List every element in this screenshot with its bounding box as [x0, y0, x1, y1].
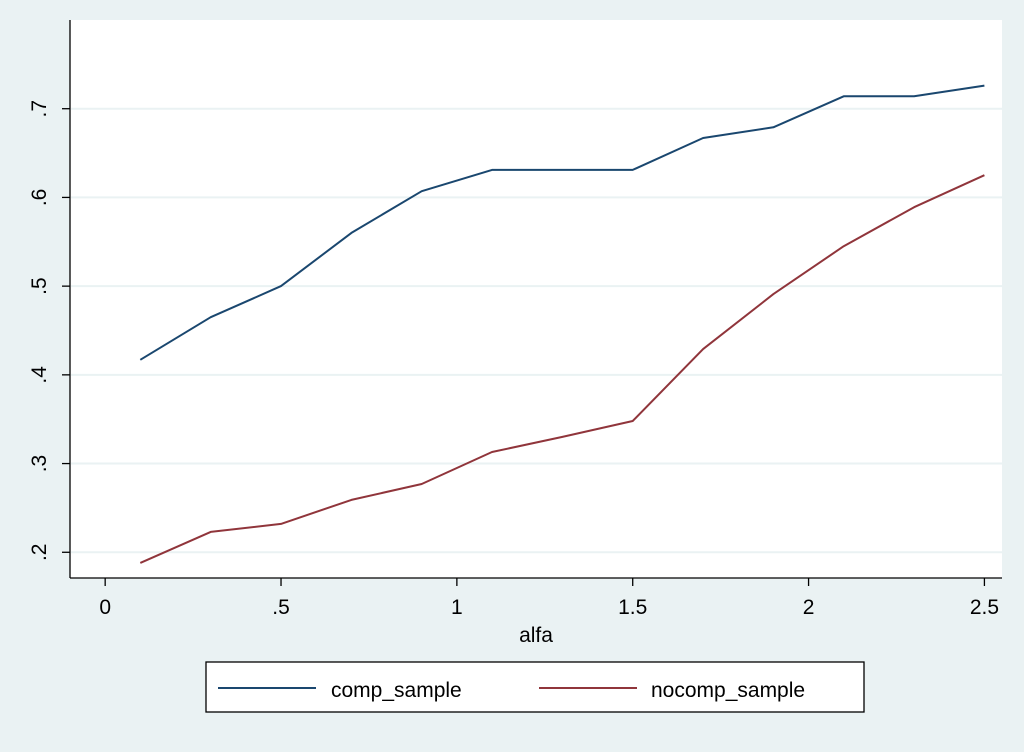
x-tick-label: 0: [99, 596, 111, 619]
y-ticks: .2 .3 .4 .5 .6 .7: [28, 100, 70, 561]
series-line-comp_sample: [139, 84, 985, 361]
x-ticks: 0 .5 1 1.5 2 2.5: [99, 578, 999, 619]
y-tick-label: .2: [28, 544, 51, 562]
y-tick-label: .6: [28, 189, 51, 207]
legend: comp_sample nocomp_sample: [205, 661, 865, 713]
series-lines: [139, 84, 985, 564]
x-tick-label: 2.5: [970, 596, 999, 619]
x-tick-label: 1.5: [618, 596, 647, 619]
x-tick-label: .5: [272, 596, 290, 619]
series-line-nocomp_sample: [139, 174, 985, 564]
x-tick-label: 1: [451, 596, 463, 619]
y-tick-label: .7: [28, 100, 51, 118]
gridlines: [71, 107, 1002, 554]
plot-area: [70, 20, 1002, 578]
x-axis-label: alfa: [519, 624, 553, 647]
legend-label-nocomp_sample: nocomp_sample: [651, 679, 805, 702]
y-tick-label: .3: [28, 455, 51, 473]
y-tick-label: .5: [28, 277, 51, 295]
x-tick-label: 2: [803, 596, 815, 619]
legend-label-comp_sample: comp_sample: [331, 679, 462, 702]
axes: [69, 20, 1002, 579]
y-tick-label: .4: [28, 366, 51, 384]
